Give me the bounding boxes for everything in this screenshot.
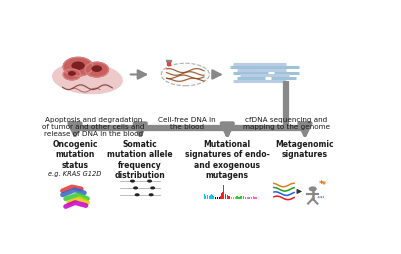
Text: *: *	[318, 180, 323, 189]
Circle shape	[147, 180, 152, 183]
Bar	[209, 196, 210, 199]
Bar	[234, 197, 235, 199]
Circle shape	[91, 65, 102, 72]
Circle shape	[71, 61, 85, 70]
Bar	[239, 197, 240, 199]
Bar	[229, 196, 230, 199]
Circle shape	[309, 186, 317, 192]
Bar	[245, 197, 246, 199]
Polygon shape	[167, 61, 170, 65]
Bar	[204, 194, 205, 199]
Text: *: *	[322, 181, 326, 190]
Bar	[226, 195, 227, 199]
Bar	[225, 194, 226, 199]
Text: Metagenomic
signatures: Metagenomic signatures	[275, 140, 334, 160]
Bar	[255, 197, 256, 199]
Text: e.g. KRAS G12D: e.g. KRAS G12D	[48, 171, 102, 177]
Bar	[232, 197, 233, 199]
Text: cfDNA sequencing and
mapping to the genome: cfDNA sequencing and mapping to the geno…	[243, 117, 330, 130]
Bar	[249, 197, 250, 199]
Bar	[210, 196, 211, 199]
Bar	[212, 196, 213, 199]
Bar	[252, 197, 253, 199]
Bar	[217, 197, 218, 199]
Bar	[253, 196, 254, 199]
Circle shape	[63, 57, 93, 76]
Circle shape	[150, 186, 155, 189]
Bar	[247, 197, 248, 199]
Bar	[216, 197, 217, 199]
Bar	[207, 195, 208, 199]
Bar	[240, 196, 241, 199]
Bar	[228, 196, 229, 199]
Bar	[250, 197, 251, 199]
Circle shape	[135, 193, 140, 196]
Bar	[215, 197, 216, 199]
Circle shape	[133, 186, 138, 189]
Bar	[206, 194, 207, 199]
Bar	[243, 196, 244, 199]
Ellipse shape	[52, 62, 123, 94]
Text: Mutational
signatures of endo-
and exogenous
mutagens: Mutational signatures of endo- and exoge…	[185, 140, 269, 180]
Bar	[244, 197, 245, 199]
Circle shape	[68, 71, 76, 76]
Bar	[241, 196, 242, 199]
Bar	[231, 197, 232, 199]
Ellipse shape	[161, 63, 209, 86]
Bar	[205, 196, 206, 199]
Bar	[218, 197, 219, 199]
Polygon shape	[166, 60, 171, 61]
Bar	[237, 196, 238, 199]
Text: Somatic
mutation allele
frequency
distribution: Somatic mutation allele frequency distri…	[107, 140, 173, 180]
Bar	[233, 197, 234, 199]
Bar	[220, 196, 221, 199]
Bar	[236, 196, 237, 199]
Bar	[235, 197, 236, 199]
Text: Apoptosis and degradation
of tumor and other cells and
release of DNA in the blo: Apoptosis and degradation of tumor and o…	[43, 117, 145, 137]
Bar	[224, 190, 225, 199]
Bar	[223, 185, 224, 199]
Bar	[211, 194, 212, 199]
Text: Oncogenic
mutation
status: Oncogenic mutation status	[52, 140, 98, 170]
Bar	[242, 196, 243, 199]
Bar	[219, 197, 220, 199]
Circle shape	[130, 180, 135, 183]
Bar	[248, 197, 249, 199]
Bar	[208, 196, 209, 199]
Bar	[222, 192, 223, 199]
Bar	[227, 195, 228, 199]
Bar	[251, 197, 252, 199]
Circle shape	[149, 193, 154, 196]
Bar	[238, 197, 239, 199]
Text: ““: ““	[316, 196, 324, 205]
Bar	[221, 193, 222, 199]
Circle shape	[85, 62, 109, 77]
Bar	[213, 196, 214, 199]
Text: Cell-free DNA in
the blood: Cell-free DNA in the blood	[158, 117, 216, 130]
Circle shape	[63, 69, 81, 80]
